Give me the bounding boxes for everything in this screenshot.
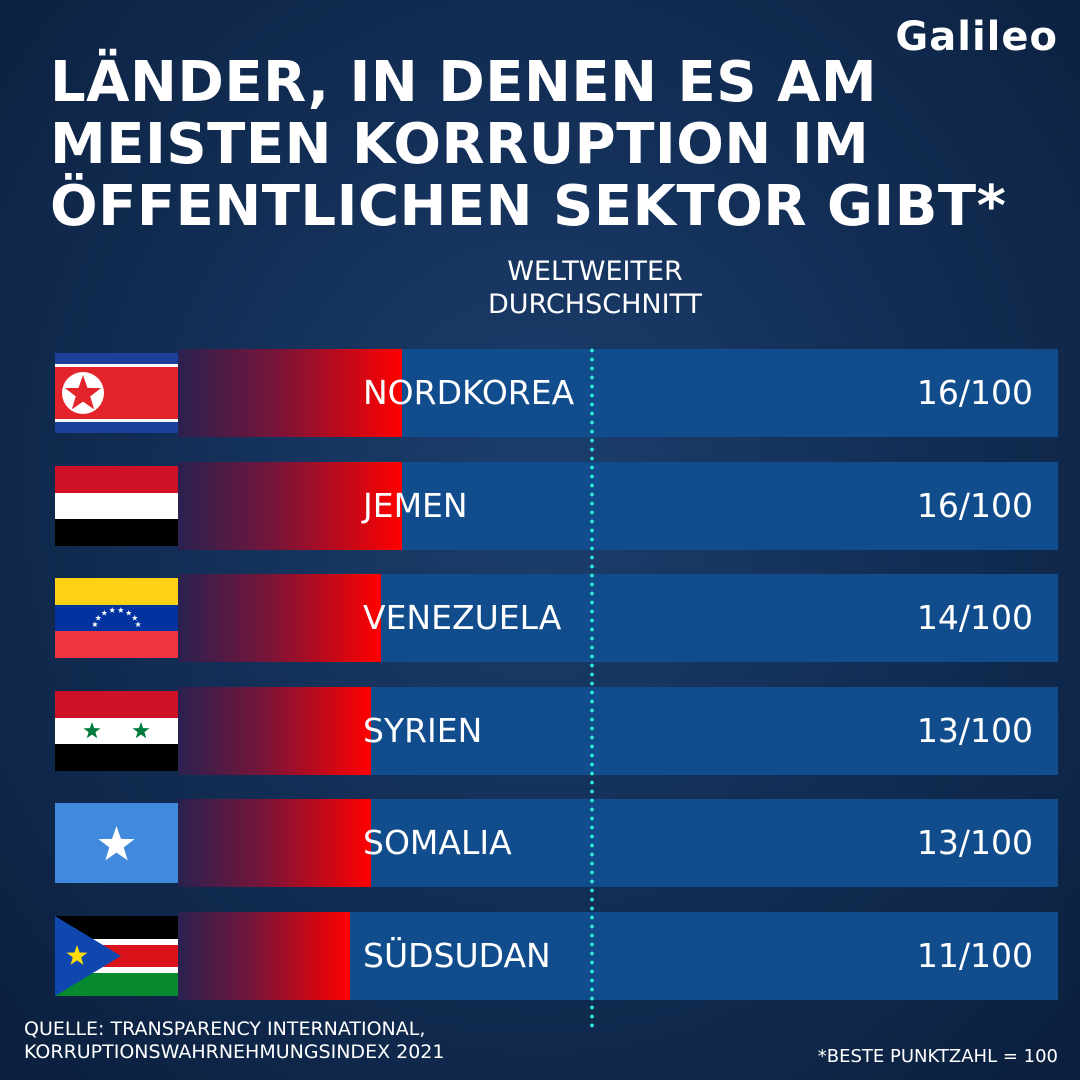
score-label: 13/100 — [916, 823, 1033, 862]
average-label: WELTWEITER DURCHSCHNITT — [435, 255, 755, 321]
venezuela-flag — [55, 578, 178, 658]
north-korea-flag — [55, 353, 178, 433]
bar-row: VENEZUELA 14/100 — [55, 574, 1058, 662]
syria-flag — [55, 690, 178, 771]
footnote: *BESTE PUNKTZAHL = 100 — [817, 1046, 1058, 1067]
bar — [178, 911, 350, 1000]
chart-title: LÄNDER, IN DENEN ES AM MEISTEN KORRUPTIO… — [50, 52, 1050, 238]
score-label: 13/100 — [916, 710, 1033, 750]
source-line-2: KORRUPTIONSWAHRNEHMUNGSINDEX 2021 — [24, 1041, 445, 1063]
country-label: JEMEN — [363, 485, 468, 525]
average-label-line-1: WELTWEITER — [507, 256, 683, 287]
score-label: 11/100 — [916, 935, 1033, 975]
yemen-flag — [55, 465, 178, 546]
bar — [178, 574, 381, 662]
bar-row: NORDKOREA 16/100 — [55, 349, 1058, 437]
south-sudan-flag — [55, 915, 178, 996]
score-label: 16/100 — [916, 485, 1033, 525]
bar — [178, 799, 371, 887]
average-label-line-2: DURCHSCHNITT — [487, 289, 703, 320]
country-label: VENEZUELA — [363, 598, 562, 637]
bar-row: SOMALIA 13/100 — [55, 799, 1058, 887]
country-label: SYRIEN — [363, 710, 483, 750]
country-label: NORDKOREA — [363, 373, 575, 412]
title-line-2: MEISTEN KORRUPTION IM — [50, 112, 870, 177]
bar — [178, 349, 402, 437]
bar-row: JEMEN 16/100 — [55, 461, 1058, 550]
score-label: 16/100 — [916, 373, 1033, 412]
average-reference-line — [590, 346, 594, 1030]
country-label: SOMALIA — [363, 823, 512, 862]
country-label: SÜDSUDAN — [363, 935, 551, 975]
bar-row: SYRIEN 13/100 — [55, 686, 1058, 775]
source-note: QUELLE: TRANSPARENCY INTERNATIONAL, KORR… — [24, 1018, 444, 1064]
bar-row: SÜDSUDAN 11/100 — [55, 911, 1058, 1000]
bar — [178, 686, 371, 775]
galileo-logo: Galileo — [895, 14, 1058, 60]
source-line-1: QUELLE: TRANSPARENCY INTERNATIONAL, — [24, 1018, 426, 1040]
title-line-3: ÖFFENTLICHEN SEKTOR GIBT* — [50, 174, 1007, 239]
bar — [178, 461, 402, 550]
score-label: 14/100 — [916, 598, 1033, 637]
title-line-1: LÄNDER, IN DENEN ES AM — [50, 50, 878, 115]
somalia-flag — [55, 803, 178, 883]
